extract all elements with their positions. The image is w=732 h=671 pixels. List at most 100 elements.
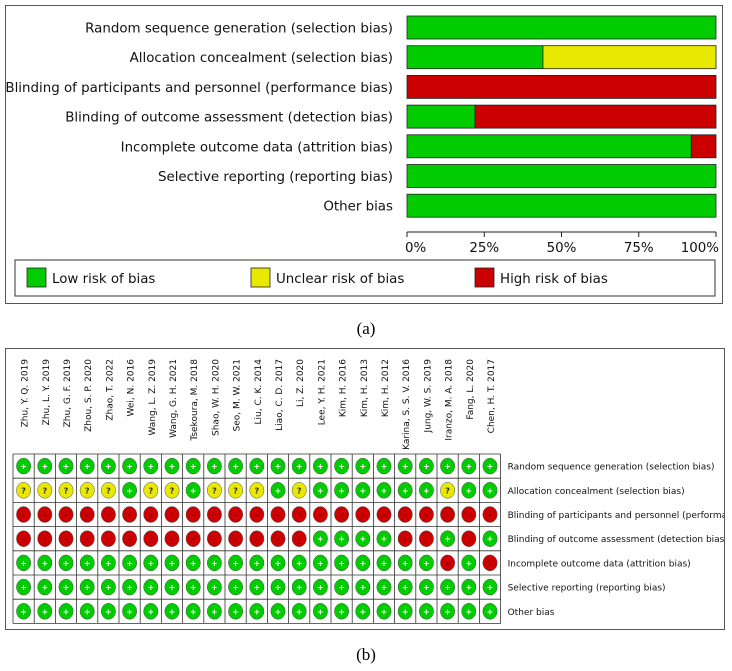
judgement-circle <box>58 530 74 547</box>
judgement-symbol: + <box>402 583 409 592</box>
judgement-circle <box>164 554 180 572</box>
judgement-circle <box>270 578 286 596</box>
judgement-circle <box>397 482 413 499</box>
risk-of-bias-summary-panel: Zhu, Y. Q. 2019 Zhu, L. Y. 2019 Zhu, G. F.… <box>5 348 732 630</box>
x-tick-label: 50% <box>547 241 577 256</box>
judgement-circle <box>143 530 159 547</box>
study-label: Wang, G. H. 2021 <box>169 359 179 438</box>
judgement-symbol: + <box>359 462 366 471</box>
judgement-symbol: + <box>41 607 48 616</box>
low-risk-judgement: + <box>376 578 392 596</box>
domain-label: Incomplete outcome data (attrition bias) <box>508 559 691 569</box>
low-risk-judgement: + <box>334 603 350 620</box>
judgement-circle <box>228 554 244 572</box>
high-risk-judgement: - <box>418 530 434 547</box>
judgement-circle <box>206 506 222 523</box>
low-risk-judgement: + <box>355 578 371 596</box>
unclear-risk-judgement: ? <box>206 482 222 499</box>
low-risk-judgement: + <box>79 457 95 475</box>
study-label: Wei, N. 2016 <box>127 359 137 417</box>
judgement-symbol: + <box>190 486 197 495</box>
judgement-circle <box>270 482 286 499</box>
low-risk-judgement: + <box>228 457 244 475</box>
low-risk-judgement: + <box>249 457 265 475</box>
judgement-circle <box>228 506 244 523</box>
high-risk-judgement: - <box>270 530 286 547</box>
judgement-circle <box>376 530 392 547</box>
judgement-circle <box>228 603 244 620</box>
judgement-circle <box>334 506 350 523</box>
low-risk-judgement: + <box>291 578 307 596</box>
high-risk-judgement: - <box>143 506 159 523</box>
judgement-symbol: + <box>444 607 451 616</box>
judgement-circle <box>79 554 95 572</box>
judgement-symbol: + <box>338 559 345 568</box>
low-risk-judgement: + <box>312 457 328 475</box>
low-risk-judgement: + <box>249 603 265 620</box>
high-risk-bar <box>690 134 717 159</box>
low-risk-judgement: + <box>79 554 95 572</box>
legend-label: High risk of bias <box>500 272 608 287</box>
judgement-symbol: + <box>253 583 260 592</box>
low-risk-judgement: + <box>291 603 307 620</box>
category-label: Random sequence generation (selection bi… <box>85 22 393 37</box>
low-risk-judgement: + <box>418 578 434 596</box>
high-risk-judgement: - <box>482 554 498 572</box>
study-label: Zhu, Y. Q. 2019 <box>21 359 31 428</box>
judgement-circle <box>100 457 116 475</box>
legend-swatch-unclear <box>250 267 271 288</box>
judgement-circle <box>461 530 477 547</box>
x-tick-label: 100% <box>681 241 719 256</box>
judgement-circle <box>270 457 286 475</box>
judgement-symbol: + <box>423 559 430 568</box>
high-risk-judgement: - <box>228 506 244 523</box>
judgement-circle <box>440 506 456 523</box>
high-risk-judgement: - <box>334 506 350 523</box>
high-risk-judgement: - <box>100 506 116 523</box>
domain-label: Selective reporting (reporting bias) <box>508 584 666 594</box>
judgement-circle <box>334 482 350 499</box>
x-tick-label: 0% <box>405 241 426 256</box>
judgement-circle <box>334 603 350 620</box>
judgement-symbol: - <box>488 511 491 520</box>
judgement-circle <box>37 457 53 475</box>
high-risk-judgement: - <box>270 506 286 523</box>
low-risk-judgement: + <box>16 554 32 572</box>
judgement-symbol: - <box>22 535 25 544</box>
high-risk-judgement: - <box>206 506 222 523</box>
study-label: Liao, C. D. 2017 <box>275 359 285 431</box>
judgement-symbol: + <box>63 462 70 471</box>
judgement-symbol: + <box>338 607 345 616</box>
judgement-symbol: ? <box>170 486 175 495</box>
judgement-circle <box>312 578 328 596</box>
judgement-symbol: + <box>63 559 70 568</box>
judgement-circle <box>122 554 138 572</box>
study-label: Li, Z. 2020 <box>296 359 306 407</box>
judgement-circle <box>334 457 350 475</box>
judgement-circle <box>270 603 286 620</box>
low-risk-judgement: + <box>355 457 371 475</box>
judgement-symbol: + <box>105 583 112 592</box>
judgement-symbol: + <box>275 486 282 495</box>
low-risk-judgement: + <box>291 554 307 572</box>
low-risk-judgement: + <box>206 457 222 475</box>
low-risk-judgement: + <box>482 578 498 596</box>
judgement-symbol: + <box>359 583 366 592</box>
low-risk-judgement: + <box>397 457 413 475</box>
judgement-symbol: + <box>487 583 494 592</box>
judgement-symbol: - <box>425 535 428 544</box>
low-risk-judgement: + <box>122 457 138 475</box>
judgement-circle <box>461 554 477 572</box>
judgement-circle <box>291 530 307 547</box>
low-risk-judgement: + <box>58 554 74 572</box>
study-label: Zhao, T. 2022 <box>105 359 115 421</box>
judgement-circle <box>122 506 138 523</box>
judgement-circle <box>185 603 201 620</box>
judgement-symbol: ? <box>254 486 259 495</box>
judgement-symbol: + <box>84 462 91 471</box>
low-risk-judgement: + <box>397 578 413 596</box>
high-risk-judgement: - <box>164 506 180 523</box>
judgement-circle <box>164 530 180 547</box>
low-risk-judgement: + <box>440 578 456 596</box>
judgement-symbol: + <box>20 559 27 568</box>
